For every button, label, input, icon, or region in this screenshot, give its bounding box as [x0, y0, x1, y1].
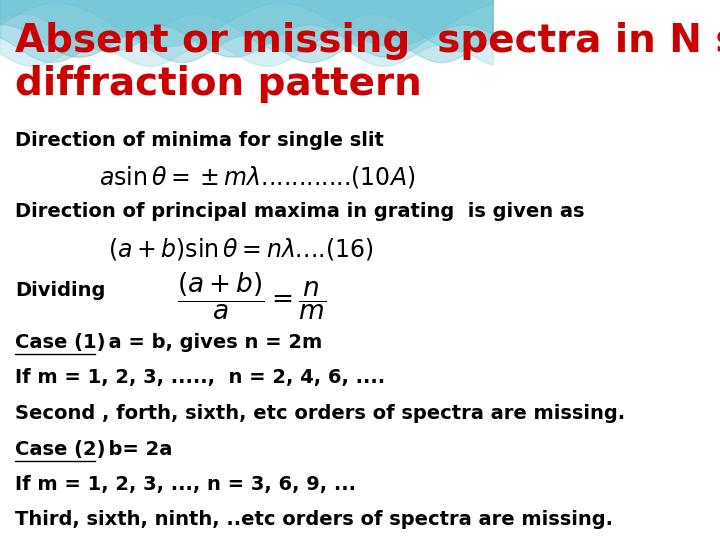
Text: Third, sixth, ninth, ..etc orders of spectra are missing.: Third, sixth, ninth, ..etc orders of spe…: [15, 510, 613, 529]
Text: Case (2): Case (2): [15, 440, 105, 459]
Text: a = b, gives n = 2m: a = b, gives n = 2m: [95, 333, 322, 353]
Text: $\dfrac{(a+b)}{a} = \dfrac{n}{m}$: $\dfrac{(a+b)}{a} = \dfrac{n}{m}$: [177, 271, 327, 321]
Text: diffraction pattern: diffraction pattern: [15, 65, 421, 103]
Text: Absent or missing  spectra in N slit: Absent or missing spectra in N slit: [15, 22, 720, 59]
Text: b= 2a: b= 2a: [95, 440, 172, 459]
Text: If m = 1, 2, 3, ..., n = 3, 6, 9, ...: If m = 1, 2, 3, ..., n = 3, 6, 9, ...: [15, 475, 356, 494]
Text: If m = 1, 2, 3, .....,  n = 2, 4, 6, ....: If m = 1, 2, 3, ....., n = 2, 4, 6, ....: [15, 368, 385, 388]
Text: Dividing: Dividing: [15, 281, 105, 300]
Text: Case (1): Case (1): [15, 333, 105, 353]
Text: $(a+b)\sin\theta = n\lambda$....(16): $(a+b)\sin\theta = n\lambda$....(16): [109, 237, 374, 262]
Text: Direction of minima for single slit: Direction of minima for single slit: [15, 131, 384, 150]
Text: Second , forth, sixth, etc orders of spectra are missing.: Second , forth, sixth, etc orders of spe…: [15, 403, 625, 423]
Text: $a\sin\theta = \pm m\lambda$............(10$A$): $a\sin\theta = \pm m\lambda$............…: [99, 164, 415, 190]
Text: Direction of principal maxima in grating  is given as: Direction of principal maxima in grating…: [15, 202, 585, 221]
